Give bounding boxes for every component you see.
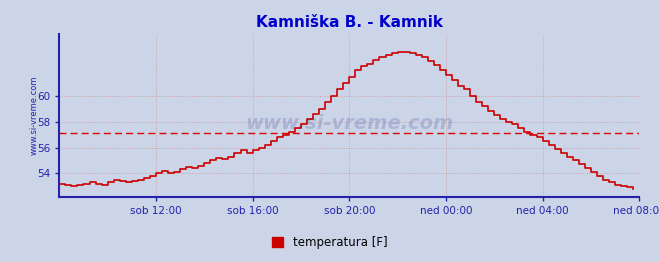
Legend: temperatura [F]: temperatura [F] (267, 231, 392, 253)
Title: Kamniška B. - Kamnik: Kamniška B. - Kamnik (256, 15, 443, 30)
Text: www.si-vreme.com: www.si-vreme.com (245, 114, 453, 133)
Y-axis label: www.si-vreme.com: www.si-vreme.com (30, 75, 39, 155)
